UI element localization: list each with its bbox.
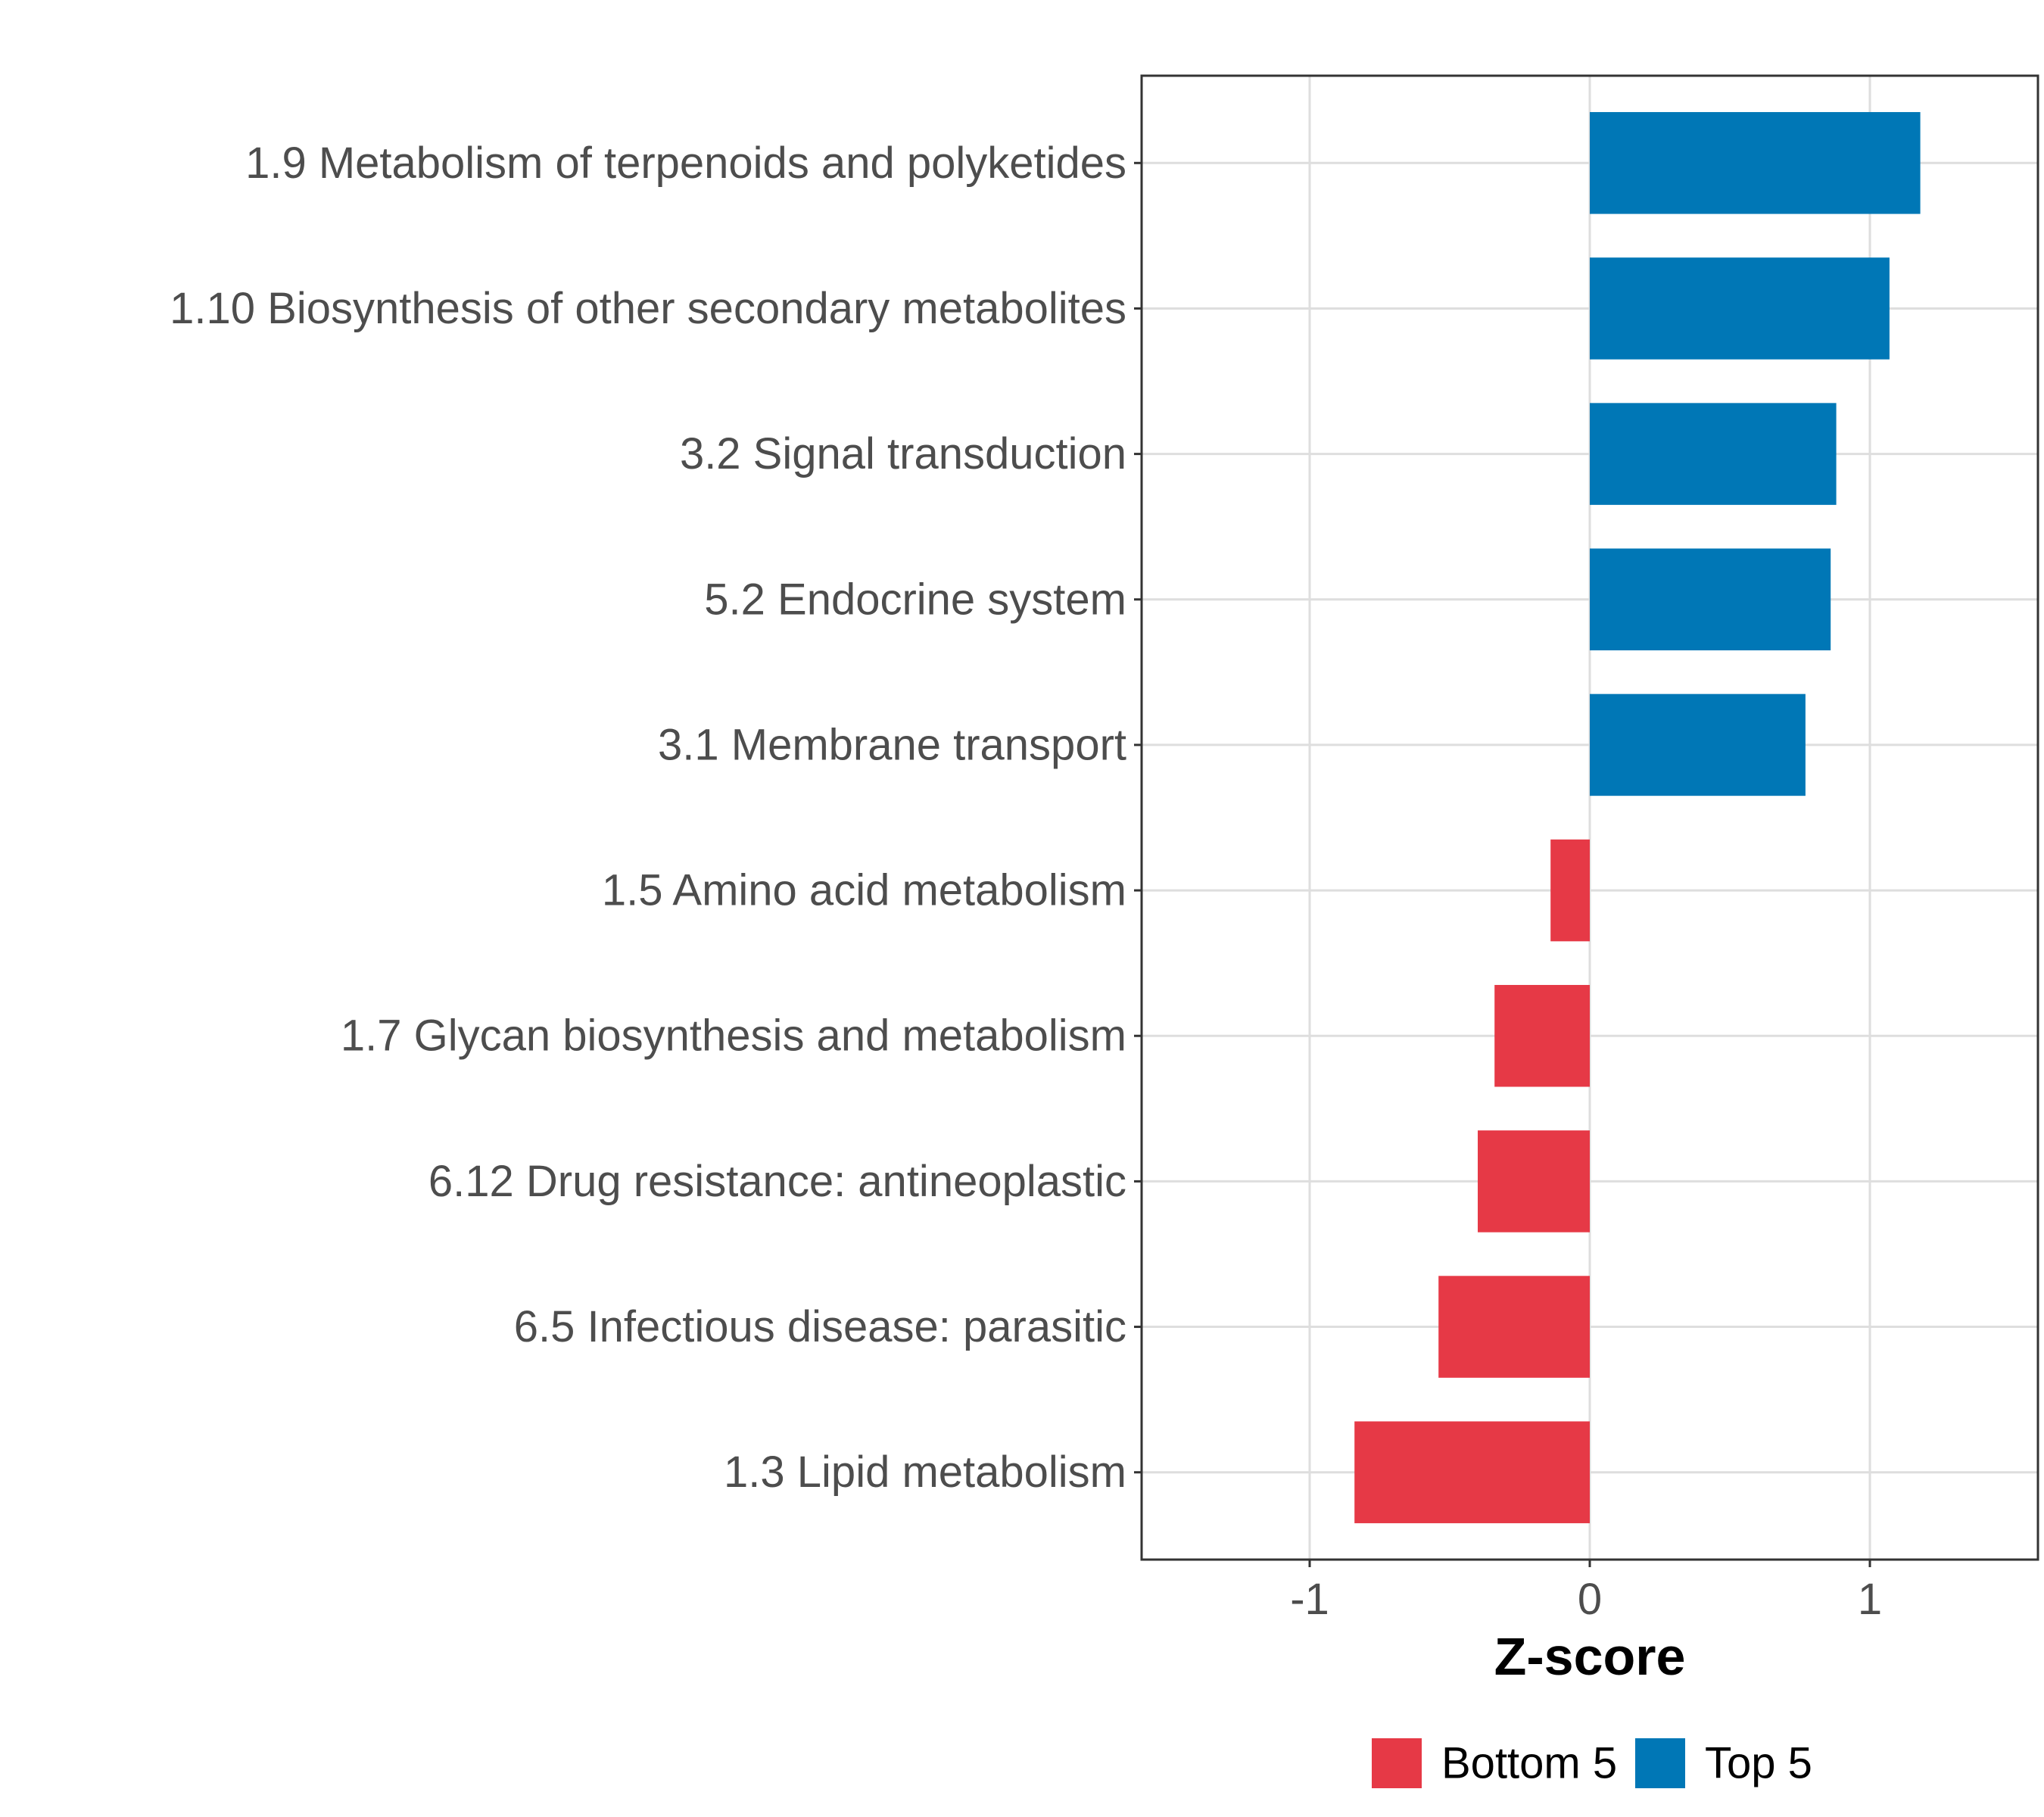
y-tick-label: 6.5 Infectious disease: parasitic xyxy=(514,1302,1126,1351)
y-tick-label: 1.3 Lipid metabolism xyxy=(724,1448,1126,1497)
legend-label: Top 5 xyxy=(1705,1739,1812,1788)
y-tick-label: 6.12 Drug resistance: antineoplastic xyxy=(428,1157,1126,1206)
y-tick-label: 1.7 Glycan biosynthesis and metabolism xyxy=(341,1011,1126,1061)
bar xyxy=(1494,984,1590,1087)
x-tick-label: -1 xyxy=(1290,1575,1329,1624)
y-tick-label: 5.2 Endocrine system xyxy=(704,575,1126,624)
y-tick-label: 3.2 Signal transduction xyxy=(680,429,1126,478)
y-tick-label: 1.10 Biosynthesis of other secondary met… xyxy=(170,284,1126,333)
y-axis: 1.9 Metabolism of terpenoids and polyket… xyxy=(170,139,1142,1497)
legend: Bottom 5 Top 5 xyxy=(1372,1738,1812,1788)
bar xyxy=(1590,112,1921,214)
bar xyxy=(1354,1421,1590,1523)
bar xyxy=(1590,403,1837,505)
y-tick-label: 1.5 Amino acid metabolism xyxy=(602,866,1126,915)
legend-key xyxy=(1635,1738,1685,1788)
bar xyxy=(1438,1276,1590,1378)
x-axis: -1 0 1 xyxy=(1290,1560,1882,1624)
bar xyxy=(1550,839,1590,942)
x-tick-label: 0 xyxy=(1578,1575,1602,1624)
legend-label: Bottom 5 xyxy=(1441,1739,1617,1788)
y-tick-label: 1.9 Metabolism of terpenoids and polyket… xyxy=(245,139,1126,188)
y-tick-label: 3.1 Membrane transport xyxy=(658,720,1126,769)
bar xyxy=(1478,1130,1590,1233)
legend-key xyxy=(1372,1738,1422,1788)
bar xyxy=(1590,693,1806,796)
bars xyxy=(1354,112,1921,1523)
bar xyxy=(1590,257,1890,360)
x-tick-label: 1 xyxy=(1858,1575,1882,1624)
x-axis-title: Z-score xyxy=(1494,1627,1686,1686)
bar xyxy=(1590,548,1831,651)
